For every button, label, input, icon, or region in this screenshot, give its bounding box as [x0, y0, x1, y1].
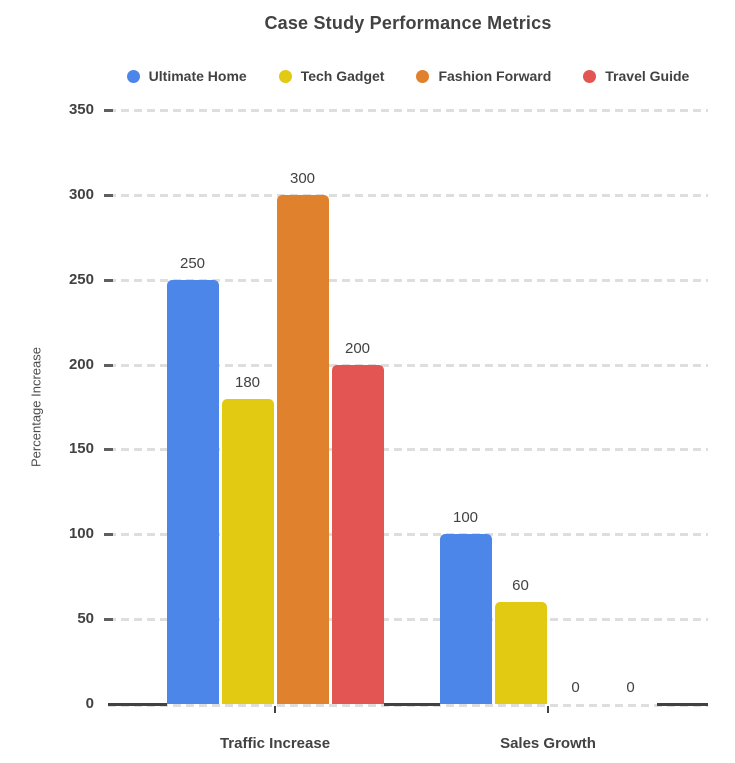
legend-item-tech-gadget: Tech Gadget [278, 68, 385, 84]
y-axis-tick-label: 200 [68, 355, 94, 373]
gridline-200 [108, 363, 708, 367]
y-axis-tick [104, 448, 113, 452]
gridline-50 [108, 618, 708, 622]
y-axis-tick [104, 278, 113, 282]
legend-item-fashion-forward: Fashion Forward [416, 68, 551, 84]
gridline-100 [108, 533, 708, 537]
y-axis-tick-label: 350 [68, 101, 94, 118]
legend-color-dot-icon [126, 69, 140, 83]
bar-value-label: 300 [289, 169, 316, 187]
bar-fashion-forward-traffic-increase [276, 194, 329, 704]
x-axis-category-label: Traffic Increase [219, 735, 331, 752]
x-axis-tick [274, 706, 276, 713]
y-axis-tick [104, 109, 113, 112]
legend-item-ultimate-home: Ultimate Home [126, 68, 247, 84]
gridline-150 [108, 448, 708, 452]
x-axis-line [108, 703, 167, 706]
gridline-350 [108, 109, 708, 112]
bar-value-label: 0 [626, 679, 635, 696]
bar-value-label: 0 [571, 679, 580, 696]
legend-color-dot-icon [278, 69, 292, 83]
y-axis-tick-label: 100 [68, 525, 94, 543]
y-axis-tick [104, 618, 113, 622]
legend-item-label: Ultimate Home [148, 68, 247, 84]
bar-value-label: 60 [512, 577, 529, 595]
bar-ultimate-home-sales-growth [439, 534, 492, 704]
chart-title: Case Study Performance Metrics [264, 13, 552, 33]
gridline-300 [108, 193, 708, 197]
legend-color-dot-icon [416, 69, 430, 83]
legend-item-label: Travel Guide [605, 68, 690, 84]
bar-value-label: 250 [179, 254, 206, 272]
legend-item-travel-guide: Travel Guide [583, 68, 689, 84]
bar-tech-gadget-traffic-increase [221, 398, 274, 704]
x-axis-category-label: Sales Growth [500, 735, 596, 752]
bar-ultimate-home-traffic-increase [166, 279, 219, 704]
y-axis-tick-label: 300 [68, 185, 94, 203]
bar-value-label: 100 [452, 509, 479, 527]
legend-color-dot-icon [583, 69, 597, 83]
y-axis-tick [104, 363, 113, 367]
x-axis-tick [547, 706, 549, 713]
x-axis-line [383, 703, 440, 706]
legend-item-label: Fashion Forward [438, 68, 552, 84]
bar-tech-gadget-sales-growth [494, 602, 547, 704]
y-axis-tick-label: 150 [68, 440, 94, 458]
y-axis-tick [104, 193, 113, 197]
y-axis-tick-label: 0 [85, 695, 94, 712]
y-axis-tick-label: 50 [77, 610, 94, 628]
y-axis-tick [104, 533, 113, 537]
bar-value-label: 200 [344, 339, 371, 357]
y-axis-tick-label: 250 [68, 270, 94, 288]
legend: Ultimate Home Tech Gadget Fashion Forward T… [108, 66, 708, 86]
x-axis-line [656, 703, 708, 706]
bar-travel-guide-traffic-increase [331, 364, 384, 704]
legend-item-label: Tech Gadget [300, 68, 385, 84]
gridline-250 [108, 278, 708, 282]
bar-value-label: 180 [234, 373, 261, 391]
